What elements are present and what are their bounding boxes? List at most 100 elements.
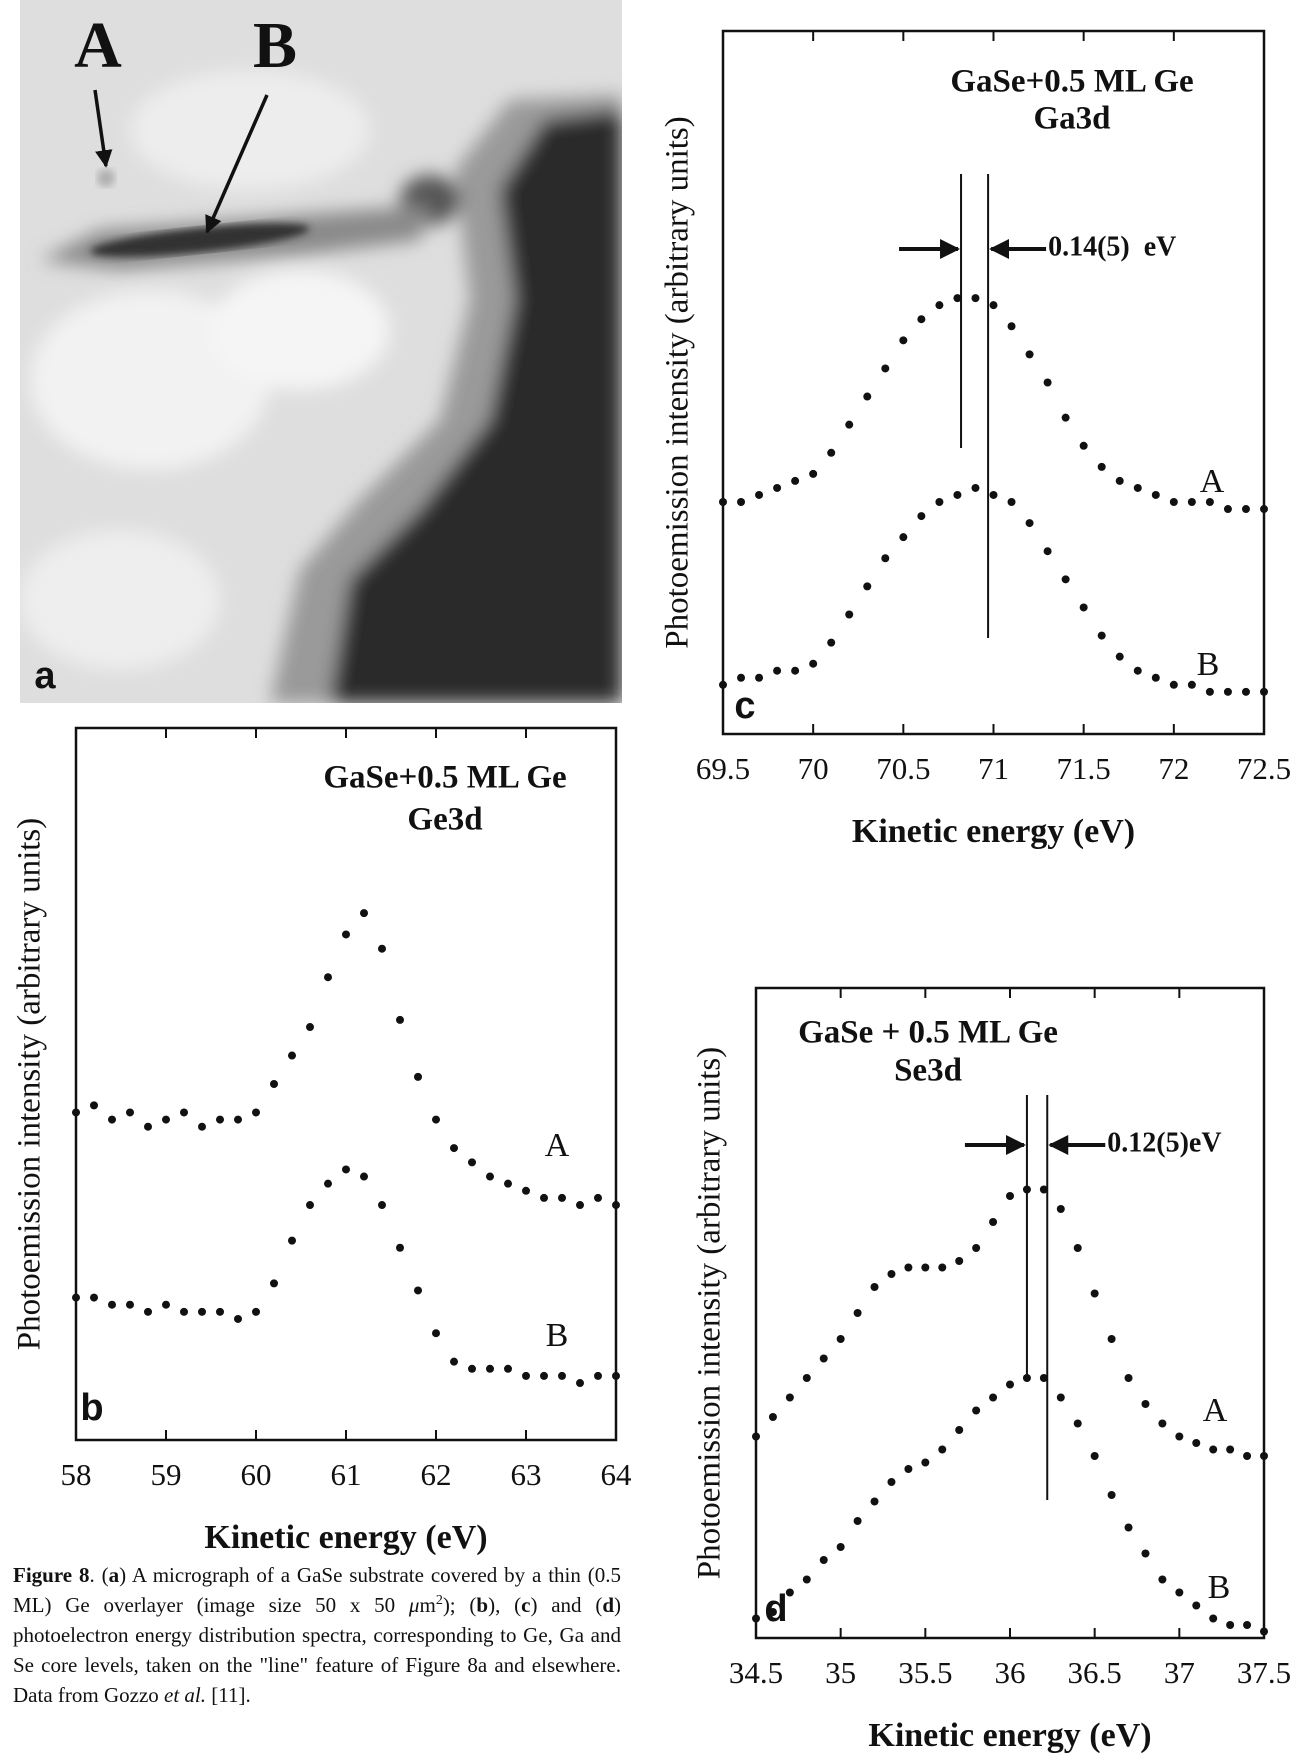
- data-point: [1061, 575, 1070, 584]
- data-point: [1006, 1192, 1014, 1200]
- data-point: [935, 301, 944, 310]
- data-point: [791, 666, 800, 675]
- x-tick-label: 72.5: [1237, 751, 1291, 786]
- x-tick-label: 63: [511, 1457, 542, 1492]
- micrograph: A B a: [20, 0, 622, 703]
- data-point: [887, 1270, 896, 1278]
- data-point: [288, 1051, 296, 1060]
- data-point: [1124, 1374, 1133, 1382]
- data-point: [1097, 631, 1106, 640]
- data-point: [773, 483, 782, 492]
- data-point: [1107, 1335, 1116, 1343]
- data-point: [540, 1193, 548, 1202]
- caption-text: ); (: [442, 1593, 477, 1617]
- x-tick-label: 34.5: [729, 1655, 783, 1690]
- data-point: [108, 1300, 116, 1309]
- data-point: [396, 1243, 404, 1252]
- data-point: [1205, 687, 1214, 696]
- caption-text: c: [521, 1593, 531, 1617]
- data-point: [1056, 1205, 1065, 1213]
- x-tick-label: 69.5: [696, 751, 750, 786]
- data-point: [904, 1263, 913, 1272]
- data-point: [1226, 1621, 1235, 1629]
- data-point: [773, 666, 782, 675]
- data-point: [126, 1108, 134, 1117]
- x-tick-label: 36: [995, 1655, 1026, 1690]
- data-point: [870, 1497, 879, 1506]
- x-tick-label: 70.5: [876, 751, 930, 786]
- x-tick-label: 37: [1164, 1655, 1195, 1690]
- data-point: [486, 1172, 494, 1181]
- data-point: [378, 1201, 386, 1210]
- data-point: [1043, 547, 1052, 556]
- data-point: [1187, 498, 1196, 507]
- x-tick-label: 36.5: [1068, 1655, 1122, 1690]
- data-point: [1243, 1621, 1252, 1629]
- data-point: [1073, 1419, 1082, 1428]
- data-point: [324, 973, 332, 982]
- data-point: [1175, 1588, 1184, 1597]
- data-point: [594, 1193, 602, 1202]
- data-point: [1061, 413, 1070, 422]
- data-point: [378, 944, 386, 953]
- chart-subtitle: Se3d: [894, 1053, 962, 1089]
- x-axis-label: Kinetic energy (eV): [204, 1519, 487, 1556]
- data-point: [1124, 1523, 1133, 1532]
- series-label: A: [1203, 1392, 1228, 1429]
- point-label: B: [253, 9, 297, 82]
- caption-text: Figure 8: [13, 1563, 90, 1587]
- data-point: [1141, 1400, 1150, 1408]
- data-point: [1209, 1445, 1218, 1454]
- data-point: [1133, 483, 1142, 492]
- data-point: [1043, 378, 1052, 387]
- data-point: [1006, 1380, 1014, 1389]
- x-tick-label: 35.5: [898, 1655, 952, 1690]
- x-axis-label: Kinetic energy (eV): [868, 1717, 1151, 1754]
- data-point: [504, 1179, 512, 1188]
- x-tick-label: 71.5: [1057, 751, 1111, 786]
- caption-text: ) photoelectron energy distribution spec…: [13, 1593, 621, 1707]
- x-tick-label: 62: [421, 1457, 452, 1492]
- data-point: [819, 1354, 828, 1363]
- data-point: [921, 1263, 930, 1272]
- data-point: [432, 1115, 440, 1124]
- data-point: [180, 1108, 188, 1117]
- data-point: [234, 1115, 242, 1124]
- series-label: B: [546, 1317, 569, 1354]
- data-point: [432, 1329, 440, 1338]
- data-point: [899, 533, 908, 542]
- data-point: [1158, 1419, 1167, 1428]
- data-point: [887, 1478, 896, 1486]
- data-point: [1205, 498, 1214, 507]
- arrow: [93, 89, 113, 168]
- data-point: [972, 1406, 981, 1415]
- data-point: [306, 1023, 314, 1032]
- data-point: [853, 1517, 862, 1525]
- y-axis-label: Photoemission intensity (arbitrary units…: [692, 1047, 728, 1580]
- data-point: [917, 512, 926, 521]
- data-point: [1260, 1452, 1268, 1460]
- data-point: [921, 1458, 930, 1467]
- data-point: [1260, 1627, 1268, 1636]
- data-point: [1192, 1601, 1201, 1610]
- panel-label: a: [34, 655, 56, 697]
- plot-frame: [721, 29, 1266, 736]
- panel-label: d: [764, 1588, 787, 1630]
- chart-title: GaSe+0.5 ML Ge: [323, 760, 566, 796]
- data-point: [558, 1371, 566, 1380]
- caption-text: m: [419, 1593, 436, 1617]
- data-point: [1107, 1491, 1116, 1499]
- data-point: [216, 1115, 224, 1124]
- data-point: [90, 1101, 98, 1110]
- series-label: B: [1197, 646, 1220, 683]
- caption-text: b: [476, 1593, 489, 1617]
- data-point: [1223, 687, 1232, 696]
- data-point: [881, 554, 890, 563]
- plot-frame: [74, 726, 618, 1442]
- x-tick-label: 35: [825, 1655, 856, 1690]
- caption-text: . (: [89, 1563, 109, 1587]
- data-point: [1007, 322, 1016, 331]
- data-point: [144, 1307, 152, 1316]
- data-point: [755, 490, 764, 499]
